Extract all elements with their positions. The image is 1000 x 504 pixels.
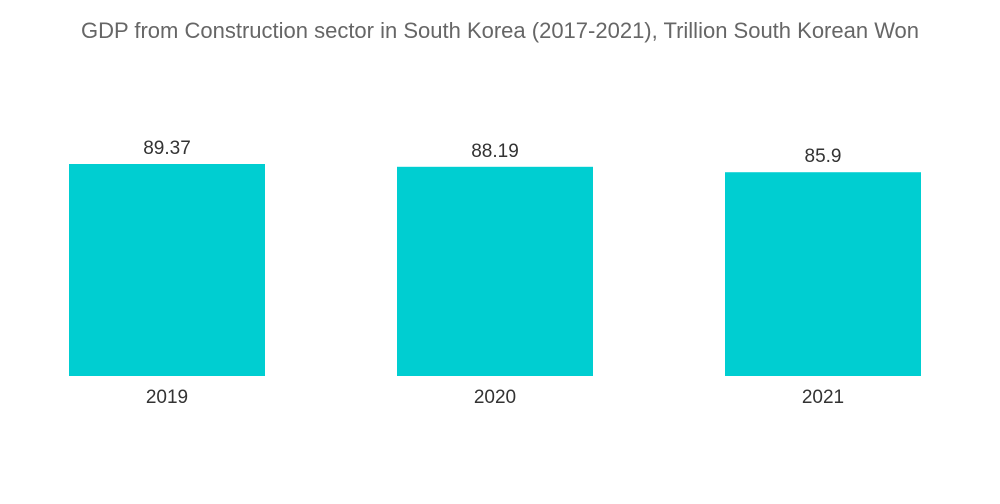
bar-value-label: 85.9 xyxy=(805,146,842,167)
bars-layer xyxy=(69,164,921,376)
bar-value-label: 89.37 xyxy=(143,138,191,159)
bar-2020 xyxy=(397,166,593,376)
bar-value-label: 88.19 xyxy=(471,141,519,162)
x-tick-label: 2019 xyxy=(146,387,188,408)
x-tick-label: 2020 xyxy=(474,387,516,408)
x-tick-label: 2021 xyxy=(802,387,844,408)
labels-layer: 89.37 2019 88.19 2020 85.9 2021 xyxy=(143,138,844,408)
chart-title: GDP from Construction sector in South Ko… xyxy=(80,18,920,43)
bar-2021 xyxy=(725,172,921,376)
bar-2019 xyxy=(69,164,265,376)
